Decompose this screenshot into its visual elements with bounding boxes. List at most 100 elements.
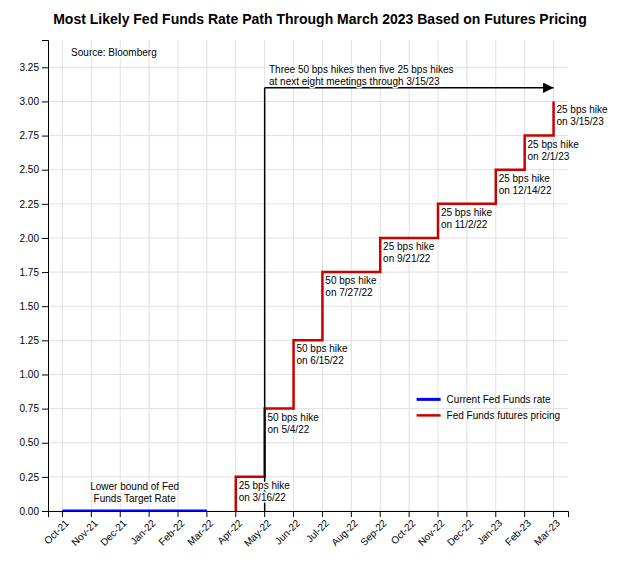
y-tick-mark bbox=[42, 101, 48, 102]
x-tick: Oct-22 bbox=[389, 511, 418, 546]
y-tick-label: 2.50 bbox=[20, 164, 40, 175]
x-tick: Nov-21 bbox=[69, 511, 100, 548]
grid-line-x bbox=[409, 40, 410, 511]
title: Most Likely Fed Funds Rate Path Through … bbox=[53, 11, 587, 27]
x-tick: Mar-23 bbox=[532, 511, 562, 548]
x-tick-label: Apr-22 bbox=[215, 517, 244, 546]
x-tick-mark bbox=[149, 511, 150, 517]
x-tick-mark bbox=[120, 511, 121, 517]
x-tick: Jun-22 bbox=[273, 511, 303, 547]
x-tick: Jan-23 bbox=[475, 511, 505, 547]
annotation: Three 50 bps hikes then five 25 bps hike… bbox=[269, 64, 454, 87]
chart: Most Likely Fed Funds Rate Path Through … bbox=[0, 0, 640, 569]
grid-line-x bbox=[495, 40, 496, 511]
y-tick: 1.25 bbox=[20, 335, 48, 346]
x-tick-mark bbox=[264, 511, 265, 517]
x-axis-line bbox=[49, 512, 569, 518]
y-tick-mark bbox=[42, 477, 48, 478]
y-tick-mark bbox=[42, 272, 48, 273]
x-tick-mark bbox=[380, 511, 381, 517]
marks bbox=[62, 88, 553, 511]
y-tick: 0.75 bbox=[20, 403, 48, 414]
series-label: Lower bound of FedFunds Target Rate bbox=[90, 481, 179, 504]
x-tick-mark bbox=[466, 511, 467, 517]
grid-line-x bbox=[293, 40, 294, 511]
x-tick: Oct-21 bbox=[42, 511, 71, 546]
grid-line-y bbox=[48, 476, 568, 477]
grid-line-x bbox=[466, 40, 467, 511]
grid-line-x bbox=[264, 40, 265, 511]
y-axis-line bbox=[42, 41, 49, 512]
grid-line-x bbox=[524, 40, 525, 511]
x-tick-label: Mar-23 bbox=[532, 517, 562, 547]
grid-line-x bbox=[206, 40, 207, 511]
x-tick: May-22 bbox=[242, 511, 274, 549]
grid-line-x bbox=[91, 40, 92, 511]
x-tick-mark bbox=[235, 511, 236, 517]
y-tick: 2.50 bbox=[20, 164, 48, 175]
x-tick: Dec-21 bbox=[98, 511, 129, 548]
x-tick: Feb-23 bbox=[503, 511, 533, 548]
y-tick: 0.25 bbox=[20, 472, 48, 483]
y-tick: 1.75 bbox=[20, 267, 48, 278]
y-tick-mark bbox=[42, 409, 48, 410]
y-tick-label: 3.00 bbox=[20, 96, 40, 107]
x-tick-mark bbox=[322, 511, 323, 517]
grid-line-y bbox=[48, 272, 568, 273]
y-tick-label: 3.25 bbox=[20, 62, 40, 73]
y-tick: 0.50 bbox=[20, 437, 48, 448]
x-tick-label: Aug-22 bbox=[329, 517, 360, 548]
plot: 0.000.250.500.751.001.251.501.752.002.25… bbox=[20, 40, 608, 549]
x-tick-label: Jun-22 bbox=[273, 517, 303, 547]
y-tick-mark bbox=[42, 374, 48, 375]
legend-label: Current Fed Funds rate bbox=[447, 394, 551, 405]
hike-label: 50 bps hikeon 6/15/22 bbox=[296, 343, 348, 366]
grid-line-y bbox=[48, 374, 568, 375]
x-tick-mark bbox=[351, 511, 352, 517]
y-tick-label: 1.75 bbox=[20, 267, 40, 278]
reference-line bbox=[264, 88, 266, 511]
arrow bbox=[265, 87, 554, 89]
x-tick-label: Jan-23 bbox=[475, 517, 505, 547]
y-tick-label: 1.25 bbox=[20, 335, 40, 346]
x-tick: Jan-22 bbox=[128, 511, 158, 547]
x-tick-label: Oct-21 bbox=[42, 517, 71, 546]
y-tick-mark bbox=[42, 204, 48, 205]
grid-line-x bbox=[149, 40, 150, 511]
x-tick: Aug-22 bbox=[329, 511, 360, 548]
y-tick-mark bbox=[42, 170, 48, 171]
y-tick-label: 0.50 bbox=[20, 437, 40, 448]
grid-line-y bbox=[48, 101, 568, 102]
y-axis: 0.000.250.500.751.001.251.501.752.002.25… bbox=[20, 41, 49, 517]
legend: Current Fed Funds rate Fed Funds futures … bbox=[417, 394, 560, 421]
x-tick-label: Feb-22 bbox=[156, 517, 186, 547]
y-tick-mark bbox=[42, 511, 48, 512]
hike-label: 50 bps hikeon 5/4/22 bbox=[268, 412, 320, 435]
y-tick: 3.00 bbox=[20, 96, 48, 107]
x-tick: Apr-22 bbox=[215, 511, 244, 546]
x-tick-label: Jul-22 bbox=[304, 517, 331, 544]
source: Source: Bloomberg bbox=[71, 47, 157, 58]
grid-line-y bbox=[48, 442, 568, 443]
y-tick-label: 1.50 bbox=[20, 301, 40, 312]
x-tick-mark bbox=[495, 511, 496, 517]
y-tick-mark bbox=[42, 340, 48, 341]
x-tick-mark bbox=[62, 511, 63, 517]
y-tick-label: 0.75 bbox=[20, 403, 40, 414]
x-tick-label: May-22 bbox=[242, 517, 274, 549]
legend-swatch bbox=[417, 398, 441, 401]
grid-line-x bbox=[235, 40, 236, 511]
x-tick: Dec-22 bbox=[445, 511, 476, 548]
legend-label: Fed Funds futures pricing bbox=[447, 410, 560, 421]
grid-line-y bbox=[48, 135, 568, 136]
y-tick: 2.00 bbox=[20, 233, 48, 244]
x-tick-label: Feb-23 bbox=[503, 517, 533, 547]
y-tick: 0.00 bbox=[20, 506, 48, 517]
grid-line-x bbox=[380, 40, 381, 511]
hike-label: 25 bps hikeon 3/16/22 bbox=[239, 480, 291, 503]
grid-line-y bbox=[48, 237, 568, 238]
hike-label: 50 bps hikeon 7/27/22 bbox=[325, 275, 377, 298]
x-tick-label: Oct-22 bbox=[389, 517, 418, 546]
grid-line-x bbox=[120, 40, 121, 511]
series-line bbox=[236, 101, 554, 511]
